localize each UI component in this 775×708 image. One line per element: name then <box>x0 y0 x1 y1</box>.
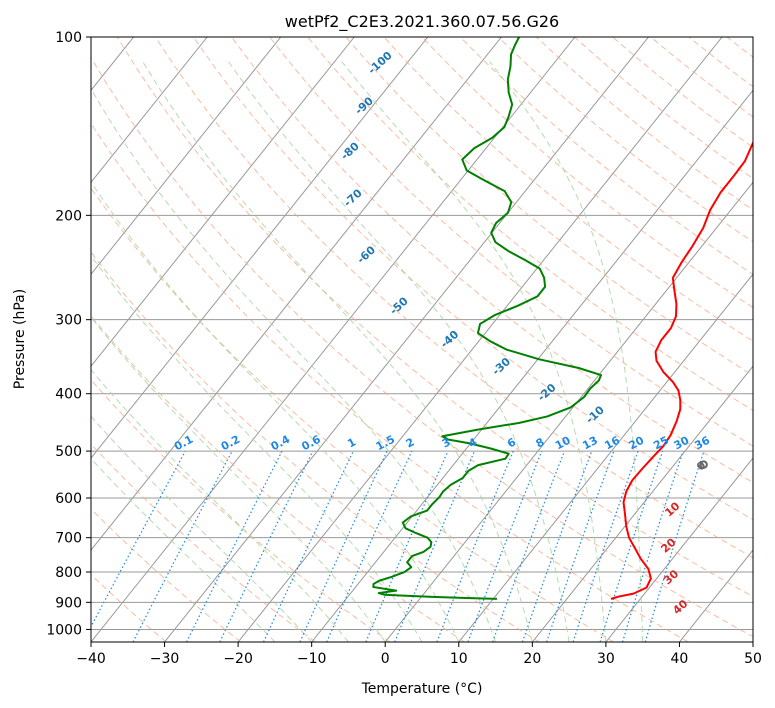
dry-adiabat <box>91 315 465 642</box>
mixing-ratio-line <box>599 450 664 642</box>
mixing-ratio-label: 25 <box>651 434 671 453</box>
dry-adiabat <box>193 37 753 521</box>
dry-adiabat <box>116 37 753 598</box>
y-tick-label: 200 <box>55 208 82 224</box>
data-layer <box>372 37 753 600</box>
dry-adiabat <box>383 37 753 342</box>
isotherm-line <box>91 37 502 551</box>
plot-frame <box>90 36 754 643</box>
isotherm-line <box>164 37 649 642</box>
mixing-ratio-line <box>521 450 593 642</box>
isotherm-line <box>311 89 753 642</box>
y-axis: 100 200 300 400 500 600 700 800 900 1000 <box>46 30 91 638</box>
mixing-ratio-label: 20 <box>627 434 647 453</box>
grid-layer <box>91 37 753 642</box>
dry-adiabat <box>91 122 689 642</box>
x-axis: −40 −30 −20 −10 0 10 20 30 40 50 <box>76 642 762 667</box>
moist-adiabat <box>228 61 570 642</box>
moist-adiabat <box>91 255 423 642</box>
isotherm-line <box>605 457 753 642</box>
dry-adiabat <box>155 37 753 559</box>
mixing-ratio-line <box>299 450 388 642</box>
x-tick-label: −40 <box>76 651 106 667</box>
moist-adiabat <box>91 415 313 642</box>
moist-adiabat <box>91 181 460 642</box>
x-tick-label: 10 <box>450 651 468 667</box>
moist-adiabat <box>91 369 349 642</box>
y-axis-label: Pressure (hPa) <box>12 289 28 389</box>
mixing-ratio-line <box>262 450 354 642</box>
mixing-ratio-label: 16 <box>602 434 622 453</box>
x-tick-label: 50 <box>744 651 762 667</box>
isotherm-line <box>458 273 753 642</box>
mixing-ratio-label: 30 <box>672 434 692 453</box>
dry-adiabat <box>269 37 753 447</box>
moist-adiabat <box>341 61 607 642</box>
mixing-ratio-label: 10 <box>553 434 573 453</box>
dry-adiabat <box>91 251 540 642</box>
isotherm-line <box>237 37 723 642</box>
dry-adiabat <box>345 37 753 377</box>
isotherm-line <box>91 37 208 184</box>
dry-adiabat <box>421 37 753 309</box>
dewpoint-line <box>372 37 603 600</box>
moist-adiabat <box>91 316 386 642</box>
mixing-ratio-line <box>326 450 413 642</box>
x-tick-label: 20 <box>523 651 541 667</box>
x-tick-label: −30 <box>150 651 180 667</box>
dry-adiabat <box>307 37 753 411</box>
y-tick-label: 1000 <box>46 622 82 638</box>
dry-adiabat <box>91 187 614 642</box>
dry-adiabat <box>612 37 753 149</box>
moist-adiabat <box>91 87 497 642</box>
y-tick-label: 500 <box>55 444 82 460</box>
dry-adiabat <box>459 37 753 276</box>
mixing-ratio-label: 13 <box>580 434 600 453</box>
mixing-ratio-label: 36 <box>692 434 712 453</box>
x-axis-label: Temperature (°C) <box>361 681 483 697</box>
parcel-marker <box>699 460 708 469</box>
y-tick-label: 900 <box>55 595 82 611</box>
mixing-ratio-line <box>572 450 639 642</box>
mixing-ratio-line <box>219 450 314 642</box>
dry-adiabat <box>91 508 242 642</box>
x-tick-label: 30 <box>597 651 615 667</box>
dry-adiabat <box>91 443 316 642</box>
y-tick-label: 700 <box>55 531 82 547</box>
moist-adiabat <box>489 61 644 642</box>
dry-adiabat <box>91 56 753 638</box>
chart-title: wetPf2_C2E3.2021.360.07.56.G26 <box>285 12 559 32</box>
y-tick-label: 400 <box>55 387 82 403</box>
isotherm-line <box>91 37 282 276</box>
isotherm-line <box>384 181 753 642</box>
temperature-line <box>610 140 753 600</box>
mixing-ratio-line <box>621 450 684 642</box>
y-tick-label: 300 <box>55 313 82 329</box>
y-tick-label: 600 <box>55 491 82 507</box>
mixing-ratio-line <box>91 450 186 628</box>
y-tick-label: 100 <box>55 30 82 46</box>
isotherm-line <box>91 37 355 367</box>
x-tick-label: 0 <box>381 651 390 667</box>
mixing-ratio-line <box>546 450 615 642</box>
moist-adiabat <box>142 61 533 642</box>
mixing-ratio-line <box>394 450 476 642</box>
isotherm-line <box>91 37 429 459</box>
x-tick-label: 40 <box>671 651 689 667</box>
x-tick-label: −10 <box>297 651 327 667</box>
isotherm-line <box>531 365 753 642</box>
mixing-ratio-line <box>365 450 449 642</box>
x-tick-label: −20 <box>223 651 253 667</box>
y-tick-label: 800 <box>55 565 82 581</box>
mixing-ratio-line <box>644 450 705 642</box>
